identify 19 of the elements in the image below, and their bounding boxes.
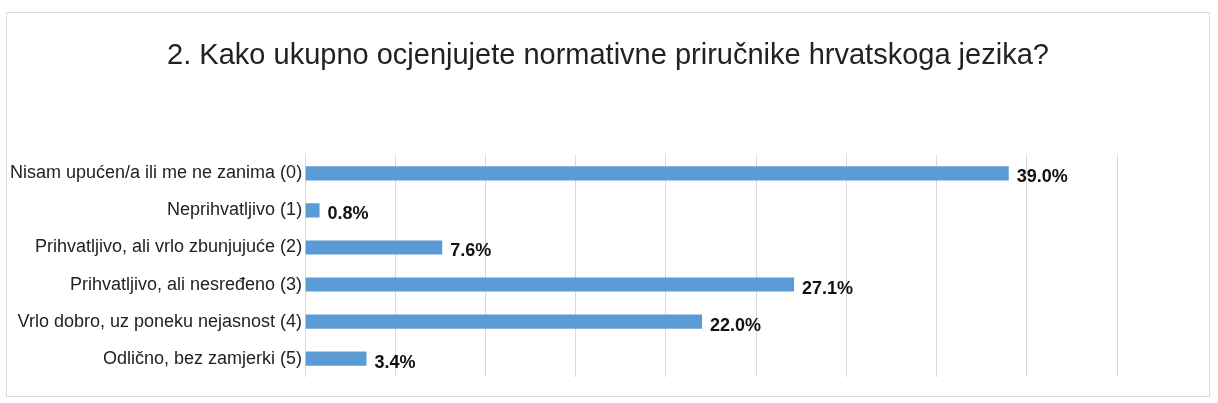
bar <box>305 240 443 255</box>
data-label: 27.1% <box>802 277 854 298</box>
data-label: 7.6% <box>450 240 492 261</box>
bar <box>305 203 320 218</box>
y-tick-label: Prihvatljivo, ali vrlo zbunjujuće (2) <box>35 236 303 257</box>
y-tick-label: Neprihvatljivo (1) <box>167 199 303 220</box>
data-label: 3.4% <box>374 351 416 372</box>
y-tick-label: Nisam upućen/a ili me ne zanima (0) <box>10 162 303 183</box>
y-tick-label: Prihvatljivo, ali nesređeno (3) <box>70 273 303 294</box>
bar <box>305 351 367 366</box>
y-tick-label: Vrlo dobro, uz poneku nejasnost (4) <box>17 310 303 331</box>
bar <box>305 277 795 292</box>
bar <box>305 314 703 329</box>
bar <box>305 166 1009 181</box>
data-label: 22.0% <box>710 314 762 335</box>
data-label: 0.8% <box>327 203 369 224</box>
data-label: 39.0% <box>1016 166 1068 187</box>
chart-title: 2. Kako ukupno ocjenjujete normativne priručnike hrvatskoga jezika? <box>166 37 1050 72</box>
y-tick-label: Odlično, bez zamjerki (5) <box>103 347 303 368</box>
